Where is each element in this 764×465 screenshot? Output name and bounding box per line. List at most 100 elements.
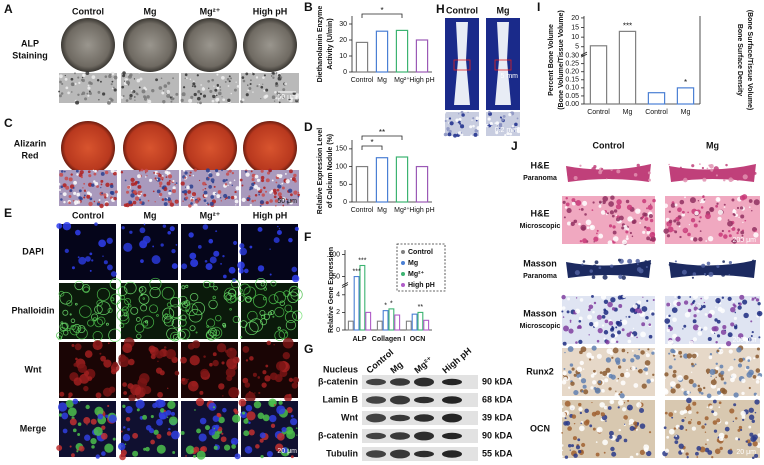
texture — [124, 281, 137, 295]
texture — [199, 101, 202, 105]
texture — [83, 194, 86, 197]
x-tick-label: Collagen I — [372, 336, 406, 343]
texture — [723, 234, 728, 239]
texture — [671, 171, 677, 177]
texture — [216, 86, 220, 90]
texture — [174, 199, 179, 204]
texture — [579, 164, 582, 167]
texture — [233, 240, 238, 245]
texture — [263, 186, 266, 190]
texture — [570, 221, 575, 227]
texture — [77, 433, 81, 436]
texture — [586, 352, 592, 358]
texture — [248, 421, 251, 425]
texture — [187, 378, 189, 381]
texture — [110, 83, 113, 86]
texture — [235, 204, 237, 206]
texture — [719, 364, 724, 369]
texture — [199, 390, 204, 395]
texture — [60, 185, 64, 189]
texture — [122, 94, 125, 98]
texture — [736, 231, 739, 235]
texture — [100, 183, 103, 186]
texture — [751, 209, 753, 212]
texture — [243, 268, 249, 274]
blot-size: 55 kDA — [482, 448, 513, 458]
texture — [696, 445, 702, 451]
texture — [563, 367, 566, 370]
texture — [105, 322, 109, 326]
texture — [184, 171, 188, 175]
texture — [144, 168, 149, 173]
scale-bar: 0.2 mm — [495, 127, 519, 134]
texture — [754, 229, 757, 232]
texture — [132, 200, 137, 205]
texture — [472, 124, 475, 128]
texture — [713, 166, 719, 172]
row-label: Phalloidin — [11, 305, 54, 315]
texture — [68, 177, 73, 182]
texture — [114, 190, 118, 194]
legend-marker — [401, 272, 405, 276]
texture — [751, 419, 755, 423]
texture — [263, 313, 270, 320]
texture — [255, 76, 259, 79]
texture — [84, 434, 91, 441]
x-tick-label: Mg — [623, 109, 633, 116]
texture — [716, 349, 720, 353]
texture — [683, 324, 687, 328]
texture — [609, 210, 614, 215]
bar — [411, 313, 418, 331]
x-tick-label: OCN — [410, 336, 426, 343]
texture — [633, 427, 636, 430]
texture — [163, 409, 166, 413]
texture — [213, 250, 220, 257]
texture — [219, 89, 222, 91]
texture — [718, 432, 725, 439]
texture — [243, 286, 257, 300]
texture — [647, 171, 651, 175]
texture — [248, 86, 252, 90]
bar — [376, 320, 383, 331]
legend-label: Mg — [408, 260, 418, 267]
texture — [616, 217, 620, 222]
texture — [170, 411, 175, 416]
texture — [204, 259, 208, 263]
texture — [69, 418, 77, 426]
texture — [710, 375, 712, 378]
texture — [95, 454, 100, 459]
texture — [177, 330, 186, 340]
texture — [698, 267, 700, 269]
texture — [97, 316, 106, 326]
panel-letter: B — [304, 0, 313, 14]
texture — [228, 80, 231, 83]
blot-label: Lamin B — [322, 394, 358, 404]
texture — [272, 71, 275, 75]
texture — [252, 372, 257, 377]
texture — [646, 351, 648, 354]
texture — [212, 406, 216, 409]
texture — [157, 360, 159, 363]
texture — [753, 232, 759, 238]
texture — [212, 352, 217, 357]
texture — [224, 444, 231, 451]
texture — [646, 230, 651, 235]
texture — [729, 408, 735, 414]
texture — [564, 351, 566, 354]
texture — [645, 372, 649, 375]
texture — [575, 297, 578, 299]
texture — [245, 93, 249, 97]
texture — [182, 86, 186, 89]
texture — [293, 173, 297, 178]
texture — [696, 456, 699, 458]
texture — [638, 268, 644, 274]
texture — [122, 343, 133, 354]
texture — [578, 377, 582, 380]
texture — [198, 433, 207, 442]
texture — [212, 359, 219, 367]
texture — [62, 330, 69, 336]
texture — [260, 85, 264, 89]
texture — [723, 178, 726, 182]
texture — [218, 91, 222, 96]
